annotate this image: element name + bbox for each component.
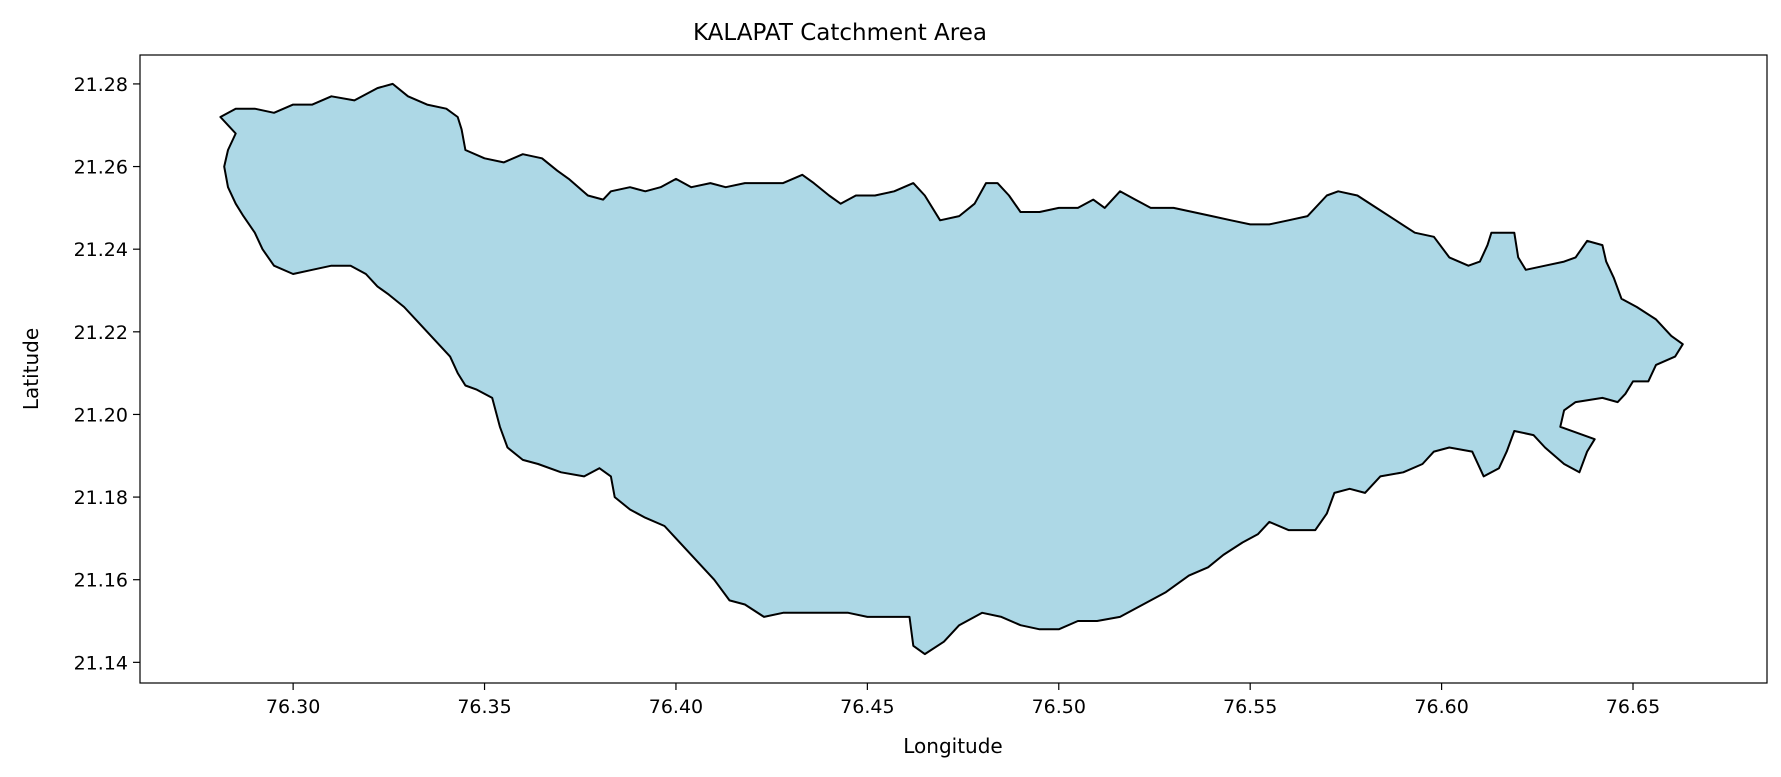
- x-axis-ticks: 76.30 76.35 76.40 76.45 76.50 76.55 76.60 76.65: [266, 683, 1660, 718]
- x-tick-label: 76.60: [1414, 696, 1468, 718]
- y-tick-label: 21.26: [74, 157, 128, 179]
- x-tick-label: 76.40: [649, 696, 703, 718]
- y-axis-ticks: 21.14 21.16 21.18 21.20 21.22 21.24 21.26 21.28: [74, 74, 140, 674]
- x-tick-label: 76.35: [457, 696, 511, 718]
- x-tick-label: 76.50: [1032, 696, 1086, 718]
- x-tick-label: 76.45: [840, 696, 894, 718]
- catchment-area-polygon: [219, 82, 1684, 656]
- y-tick-label: 21.28: [74, 74, 128, 96]
- y-tick-label: 21.18: [74, 487, 128, 509]
- x-tick-label: 76.30: [266, 696, 320, 718]
- x-tick-label: 76.55: [1223, 696, 1277, 718]
- y-axis-label: Latitude: [19, 328, 43, 410]
- y-tick-label: 21.24: [74, 239, 128, 261]
- x-axis-label: Longitude: [903, 734, 1002, 758]
- plot-frame: [139, 54, 1768, 684]
- map-title: KALAPAT Catchment Area: [693, 20, 987, 46]
- x-tick-label: 76.65: [1606, 696, 1660, 718]
- y-tick-label: 21.22: [74, 322, 128, 344]
- y-tick-label: 21.20: [74, 404, 128, 426]
- y-tick-label: 21.16: [74, 570, 128, 592]
- y-tick-label: 21.14: [74, 652, 128, 674]
